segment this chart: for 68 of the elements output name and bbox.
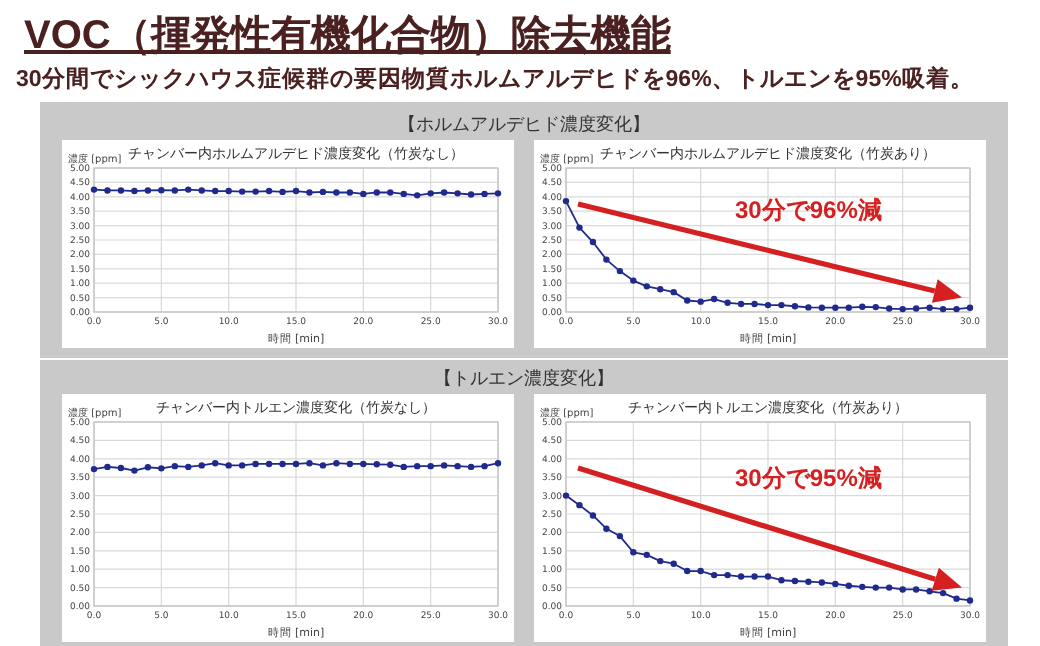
point <box>670 288 677 296</box>
text: VOC（揮発性有機化合物）除去機能 <box>24 12 671 58</box>
point <box>603 525 610 532</box>
text: 【トルエン濃度変化】 <box>434 368 614 390</box>
point <box>899 305 906 313</box>
point <box>697 567 704 575</box>
point <box>832 580 839 588</box>
point <box>966 304 974 311</box>
point <box>778 301 785 309</box>
point <box>912 305 920 312</box>
point <box>939 305 947 313</box>
point <box>805 578 812 585</box>
point <box>818 304 826 311</box>
point <box>966 597 974 604</box>
point <box>953 305 960 313</box>
point <box>912 586 920 593</box>
point <box>764 573 772 580</box>
point <box>576 501 583 509</box>
point <box>670 560 677 567</box>
point <box>657 557 664 565</box>
point <box>737 300 745 308</box>
point <box>710 571 718 579</box>
point <box>616 267 624 275</box>
point <box>724 571 731 579</box>
point <box>859 583 866 591</box>
point <box>724 299 731 306</box>
text: 30分間でシックハウス症候群の要因物質ホルムアルデヒドを96%、トルエンを95%吸着。 <box>16 64 974 92</box>
point <box>805 304 812 311</box>
point <box>832 304 839 311</box>
point <box>562 197 570 205</box>
point <box>953 595 960 602</box>
point <box>939 589 947 597</box>
point <box>562 492 570 499</box>
point <box>684 297 691 304</box>
point <box>684 567 691 575</box>
point <box>899 586 906 593</box>
point <box>751 573 758 580</box>
point <box>657 286 664 293</box>
point <box>872 584 879 591</box>
point <box>845 304 852 311</box>
point <box>859 303 866 311</box>
point <box>643 551 650 559</box>
point <box>926 304 933 311</box>
annotation: 30分で95%減 <box>735 464 882 493</box>
text: 【ホルムアルデヒド濃度変化】 <box>398 114 650 136</box>
point <box>778 577 785 584</box>
point <box>589 238 597 246</box>
point <box>751 300 758 308</box>
point <box>643 283 650 290</box>
point <box>926 588 933 595</box>
point <box>737 573 745 580</box>
point <box>589 512 597 519</box>
point <box>845 582 852 589</box>
point <box>710 295 718 303</box>
point <box>818 579 826 586</box>
point <box>886 584 893 591</box>
point <box>886 305 893 312</box>
point <box>697 298 704 305</box>
point <box>791 303 799 310</box>
point <box>603 256 610 263</box>
annotation: 30分で96%減 <box>735 196 882 225</box>
point <box>630 277 637 284</box>
point <box>576 224 583 231</box>
point <box>616 532 624 540</box>
point <box>791 577 799 585</box>
point <box>764 301 772 309</box>
point <box>630 549 637 556</box>
point <box>872 303 879 311</box>
